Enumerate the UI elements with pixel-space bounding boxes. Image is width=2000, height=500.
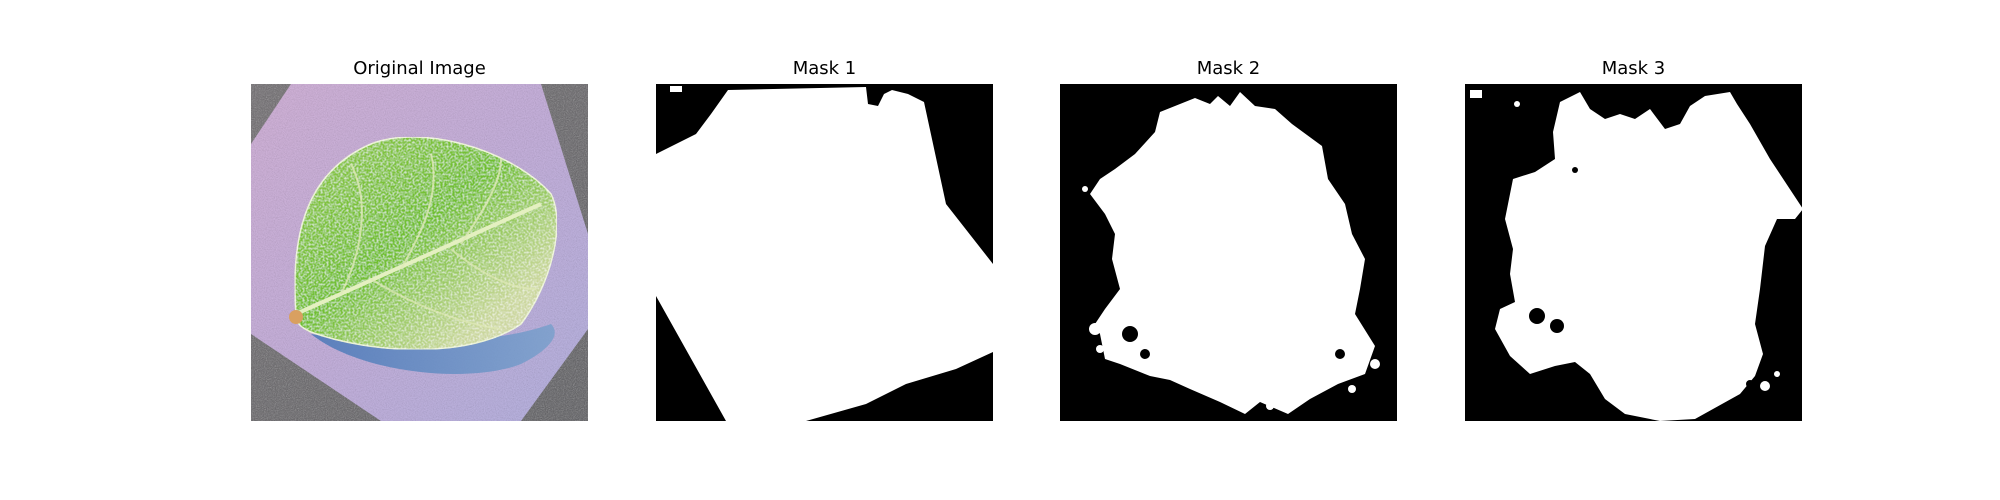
mask-2-image — [1060, 84, 1397, 421]
original-image-panel: Original Image — [251, 58, 588, 422]
mask-3-panel: Mask 3 — [1465, 58, 1802, 422]
mask-1-panel: Mask 1 — [656, 58, 993, 422]
mask-2-graphic — [1060, 84, 1397, 421]
mask-1-graphic — [656, 84, 993, 421]
mask-2-panel: Mask 2 — [1060, 58, 1397, 422]
mask-3-image — [1465, 84, 1802, 421]
mask-3-graphic — [1465, 84, 1802, 421]
original-image — [251, 84, 588, 421]
leaf-photo — [251, 84, 588, 421]
mask-3-title: Mask 3 — [1601, 58, 1666, 79]
mask-1-title: Mask 1 — [792, 58, 857, 79]
mask-2-title: Mask 2 — [1196, 58, 1261, 79]
mask-1-image — [656, 84, 993, 421]
original-image-title: Original Image — [353, 58, 486, 79]
